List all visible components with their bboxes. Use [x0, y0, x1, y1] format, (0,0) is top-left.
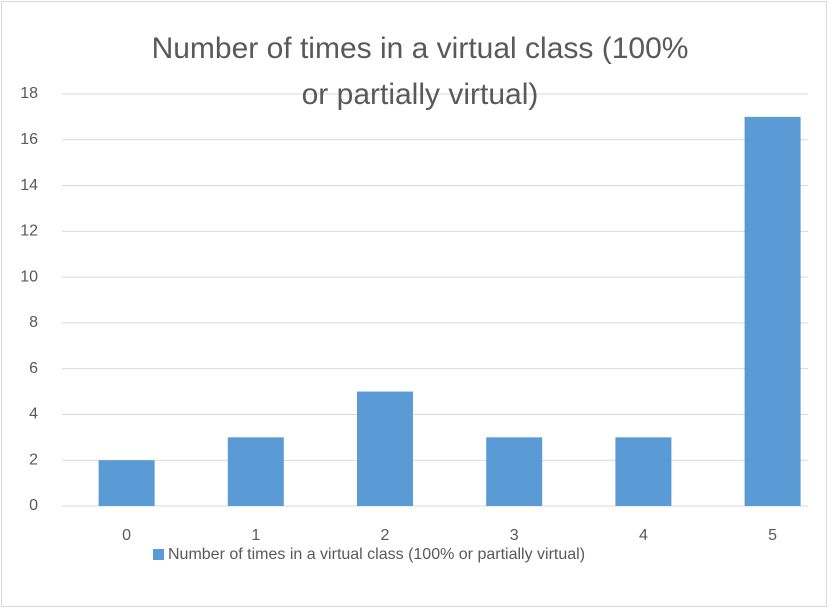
- legend-swatch: [153, 549, 164, 560]
- x-tick-label: 0: [122, 527, 131, 544]
- y-tick-label: 16: [20, 131, 38, 148]
- x-tick-label: 2: [381, 527, 390, 544]
- y-tick-label: 4: [29, 406, 38, 423]
- bar: [486, 437, 543, 506]
- x-tick-label: 3: [510, 527, 519, 544]
- y-tick-label: 14: [20, 177, 38, 194]
- y-tick-label: 12: [20, 223, 38, 240]
- x-tick-label: 4: [639, 527, 648, 544]
- y-tick-label: 2: [29, 451, 38, 468]
- x-tick-label: 5: [768, 527, 777, 544]
- y-tick-label: 8: [29, 314, 38, 331]
- chart-title: Number of times in a virtual class (100%…: [151, 32, 689, 111]
- y-tick-label: 10: [20, 268, 38, 285]
- bar: [227, 437, 284, 506]
- bar: [615, 437, 672, 506]
- bar: [98, 460, 155, 506]
- y-tick-label: 0: [29, 497, 38, 514]
- x-tick-label: 1: [251, 527, 260, 544]
- y-tick-label: 6: [29, 360, 38, 377]
- y-tick-label: 18: [20, 85, 38, 102]
- bar: [744, 116, 801, 506]
- bar: [357, 391, 413, 506]
- legend-label: Number of times in a virtual class (100%…: [168, 546, 585, 563]
